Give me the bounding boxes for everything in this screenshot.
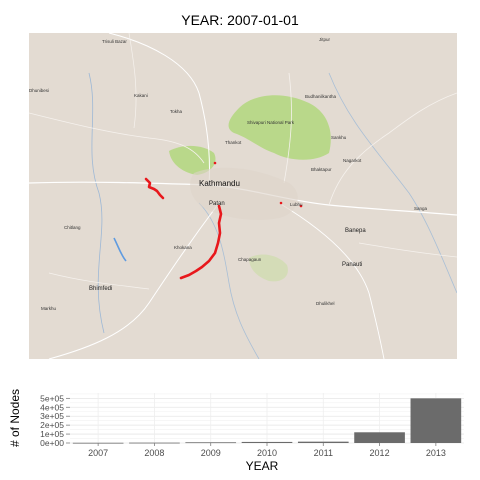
- y-tick-label: 0e+00: [40, 438, 64, 448]
- bar-2009: [185, 442, 237, 444]
- bar-2013: [410, 398, 462, 443]
- map-panel: Trisuli Bazar Jitpur Dhunibesi Kakani To…: [29, 33, 457, 359]
- shivapuri-park-area: [228, 95, 331, 160]
- x-tick-label: 2007: [88, 448, 108, 458]
- map-label-trishuli: Trisuli Bazar: [102, 39, 127, 44]
- x-tick-label: 2008: [144, 448, 164, 458]
- bars: [72, 398, 462, 444]
- map-background: [29, 33, 457, 359]
- chart-title: YEAR: 2007-01-01: [181, 12, 299, 28]
- bar-2011: [297, 441, 349, 443]
- map-label-patan: Patan: [209, 201, 225, 207]
- map-label-jitpur: Jitpur: [319, 37, 331, 42]
- road: [48, 202, 220, 359]
- route-point: [299, 204, 303, 208]
- y-tick-label: 3e+05: [40, 411, 64, 421]
- x-axis-ticks: 2007 2008 2009 2010 2011 2012 2013: [88, 443, 446, 458]
- map-label-lubhu: Lubhu: [290, 202, 303, 207]
- road: [328, 92, 457, 206]
- nagarjun-forest-area: [169, 145, 216, 175]
- map-label-bhaktapur: Bhaktapur: [311, 167, 332, 172]
- map-label-chapagaun: Chapagaun: [238, 257, 262, 262]
- y-tick-label: 2e+05: [40, 420, 64, 430]
- road: [48, 272, 150, 290]
- route-point: [279, 201, 283, 205]
- route-point: [213, 161, 217, 165]
- x-tick-label: 2010: [257, 448, 277, 458]
- map-label-kakani: Kakani: [134, 93, 148, 98]
- map-label-khokana: Khokana: [174, 245, 192, 250]
- road: [358, 242, 457, 258]
- river-line: [198, 202, 260, 359]
- x-tick-label: 2012: [370, 448, 390, 458]
- map-label-banepa: Banepa: [345, 228, 366, 234]
- y-axis-label: # of Nodes: [8, 389, 22, 447]
- river-line: [88, 72, 105, 334]
- map-label-budhanilkantha: Budhanilkantha: [305, 94, 337, 99]
- river-line: [113, 237, 127, 262]
- southern-forest-area: [249, 254, 288, 282]
- river-line: [328, 72, 457, 294]
- road: [29, 112, 205, 164]
- x-tick-label: 2013: [426, 448, 446, 458]
- road: [283, 72, 292, 184]
- x-tick-label: 2011: [314, 448, 333, 458]
- y-tick-label: 5e+05: [40, 393, 64, 403]
- map-label-tokha: Tokha: [170, 109, 183, 114]
- bar-2012: [354, 432, 405, 443]
- map-label-shivapuri: Shivapuri National Park: [247, 120, 295, 125]
- map-label-thankot: Thankot: [225, 140, 242, 145]
- map-label-panauti: Panauti: [342, 262, 363, 268]
- map-label-dhulikhel: Dhulikhel: [316, 301, 335, 306]
- map-label-chitlang: Chitlang: [64, 225, 81, 230]
- y-tick-label: 4e+05: [40, 402, 64, 412]
- map-label-sanga: Sanga: [414, 206, 428, 211]
- route-segment-south: [179, 204, 223, 280]
- map-label-nagarkot: Nagarkot: [343, 158, 362, 163]
- road: [278, 202, 385, 359]
- route-segment-north: [144, 177, 165, 200]
- x-axis-label: YEAR: [246, 459, 279, 473]
- map-label-sankhu: Sankhu: [331, 135, 347, 140]
- map-label-bhimphedi: Bhimfedi: [89, 286, 113, 292]
- road: [128, 33, 137, 129]
- urban-area: [190, 167, 298, 220]
- map-label-markhu: Markhu: [41, 306, 57, 311]
- map-label-kathmandu: Kathmandu: [199, 179, 240, 188]
- y-tick-label: 1e+05: [40, 429, 64, 439]
- bar-2010: [241, 441, 293, 443]
- map-label-dhunibesi: Dhunibesi: [29, 88, 50, 93]
- road: [108, 33, 210, 186]
- x-tick-label: 2009: [201, 448, 221, 458]
